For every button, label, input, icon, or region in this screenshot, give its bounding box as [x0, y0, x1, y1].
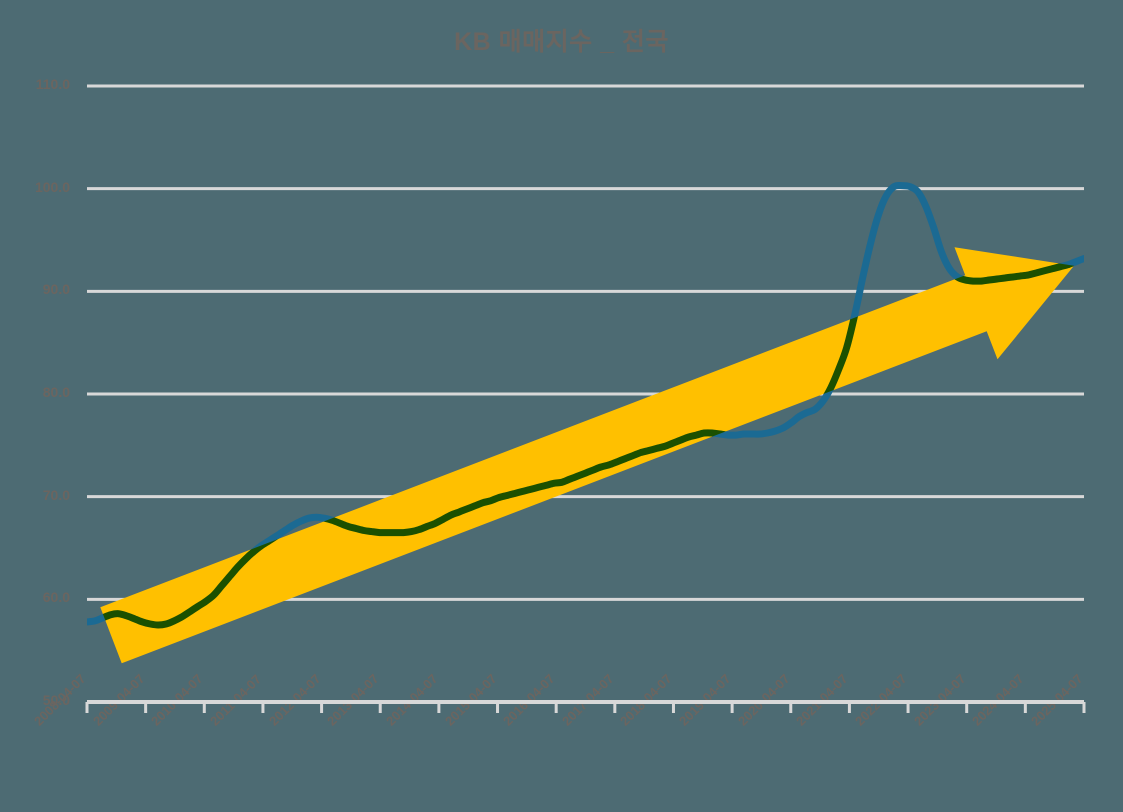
- y-axis-tick-label: 110.0: [35, 76, 70, 92]
- y-axis-tick-label: 100.0: [34, 178, 70, 195]
- y-axis-tick-label: 60.0: [42, 589, 70, 606]
- y-axis-tick-label: 90.0: [42, 281, 70, 298]
- y-axis-tick-label: 70.0: [42, 486, 70, 503]
- x-axis-ticks: [85, 702, 1086, 713]
- chart-title: KB 매매지수 _ 전국: [454, 28, 669, 56]
- series-line-kb-index: [87, 181, 1084, 629]
- y-axis-tick-label: 50.0: [42, 692, 70, 708]
- upward-trend-arrow: [100, 247, 1075, 664]
- y-axis-tick-label: 80.0: [42, 384, 70, 400]
